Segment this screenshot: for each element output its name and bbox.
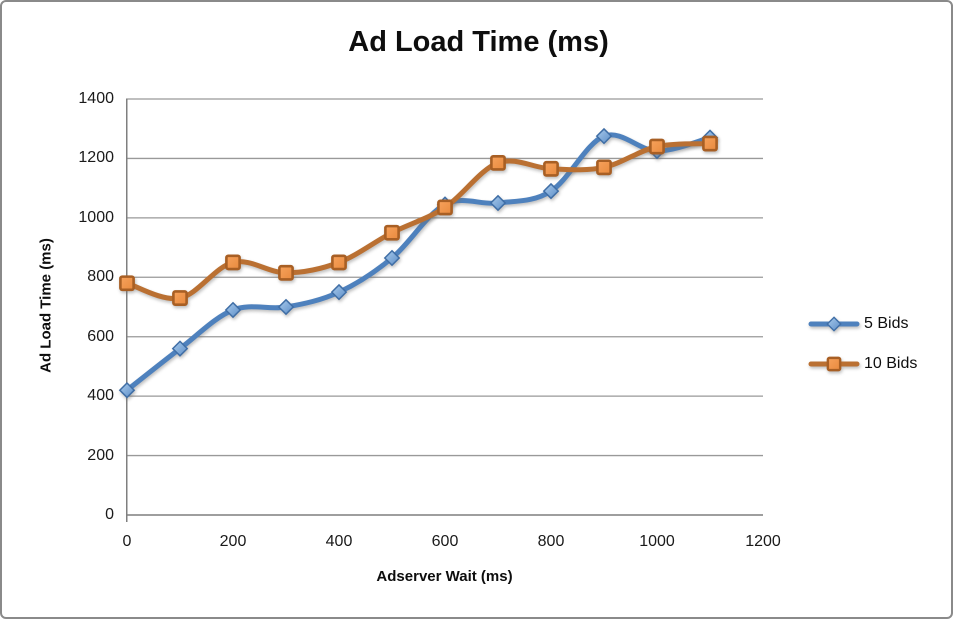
legend-item-10-bids: 10 Bids	[808, 344, 917, 384]
legend-sample-svg	[808, 316, 860, 332]
series-5-bids	[118, 127, 719, 399]
marker-square	[384, 224, 400, 241]
marker-diamond	[595, 127, 613, 145]
marker-square	[596, 159, 612, 176]
marker-diamond	[542, 182, 560, 200]
x-tick-label-0: 0	[122, 533, 132, 550]
marker-diamond	[383, 249, 401, 267]
y-tick-label-200: 200	[87, 446, 114, 464]
marker-square	[649, 138, 665, 155]
x-tick-label-400: 400	[325, 533, 353, 550]
plot-svg	[118, 98, 763, 522]
x-tick-label-1000: 1000	[639, 533, 675, 550]
x-tick-label-200: 200	[219, 533, 247, 550]
marker-square	[826, 356, 842, 372]
marker-square	[278, 264, 294, 281]
legend-sample-svg	[808, 356, 860, 372]
marker-square	[331, 254, 347, 271]
x-axis-title: Adserver Wait (ms)	[376, 568, 513, 585]
marker-square	[543, 160, 559, 177]
y-tick-label-400: 400	[87, 387, 114, 405]
y-axis-title: Ad Load Time (ms)	[37, 238, 55, 373]
marker-diamond	[277, 298, 295, 316]
legend-marker-5-bids-icon	[808, 315, 864, 333]
y-tick-label-1400: 1400	[78, 90, 114, 107]
marker-square	[119, 275, 135, 292]
legend-label-5-bids: 5 Bids	[864, 315, 909, 332]
y-tick-label-600: 600	[87, 327, 114, 345]
marker-diamond	[224, 301, 242, 319]
marker-square	[490, 154, 506, 171]
marker-square	[225, 254, 241, 271]
marker-diamond	[826, 316, 842, 332]
marker-diamond	[118, 381, 136, 399]
marker-square	[437, 199, 453, 216]
marker-diamond	[330, 283, 348, 301]
legend-item-5-bids: 5 Bids	[808, 304, 917, 344]
legend-label-10-bids: 10 Bids	[864, 355, 918, 372]
x-tick-label-1200: 1200	[745, 533, 781, 550]
series-line	[124, 141, 713, 302]
marker-square	[702, 135, 718, 152]
marker-square	[172, 290, 188, 306]
series-10-bids	[119, 135, 718, 306]
marker-diamond	[489, 194, 507, 212]
y-tick-label-0: 0	[105, 506, 114, 523]
series-line	[124, 132, 713, 393]
legend: 5 Bids 10 Bids	[808, 304, 917, 384]
x-tick-label-600: 600	[431, 533, 459, 550]
marker-diamond	[171, 340, 189, 357]
x-tick-label-800: 800	[537, 533, 565, 550]
y-tick-label-1200: 1200	[78, 149, 114, 167]
plot-area	[118, 98, 763, 522]
y-tick-label-1000: 1000	[78, 208, 114, 226]
legend-marker-10-bids-icon	[808, 355, 864, 373]
y-tick-label-800: 800	[87, 268, 114, 286]
chart-title: Ad Load Time (ms)	[348, 26, 609, 58]
